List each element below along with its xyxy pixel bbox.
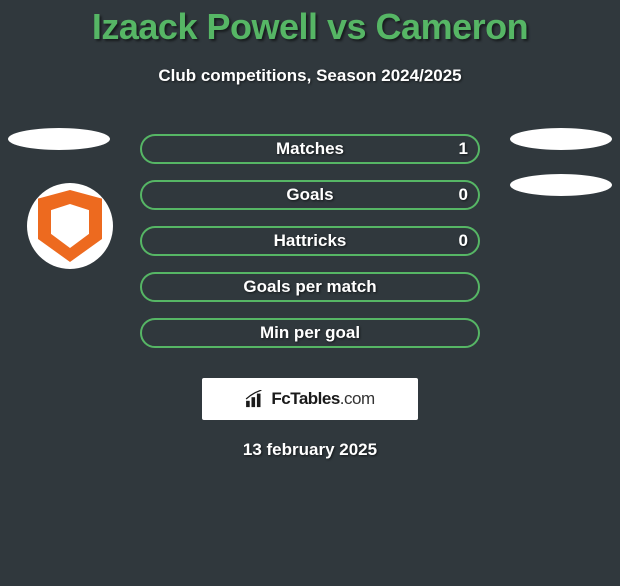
stat-label: Matches	[276, 139, 344, 159]
brand-attribution: FcTables.com	[202, 378, 418, 420]
bar-chart-icon	[245, 390, 267, 408]
player1-value-pill	[8, 128, 110, 150]
stat-label: Goals per match	[243, 277, 376, 297]
stat-bar: Min per goal	[140, 318, 480, 348]
player2-value-pill	[510, 174, 612, 196]
stat-label: Min per goal	[260, 323, 360, 343]
comparison-title: Izaack Powell vs Cameron	[0, 6, 620, 48]
stats-container: Matches 1 Goals 0 Hattricks 0 Goals per match M…	[0, 126, 620, 356]
stat-bar: Goals per match	[140, 272, 480, 302]
player2-value-pill	[510, 128, 612, 150]
brand-text-bold: FcTables	[271, 389, 339, 408]
brand-text-light: .com	[340, 389, 375, 408]
snapshot-date: 13 february 2025	[0, 440, 620, 460]
brand-text: FcTables.com	[271, 389, 374, 409]
stat-label: Hattricks	[274, 231, 347, 251]
stat-row: Goals 0	[0, 172, 620, 218]
stat-bar: Hattricks 0	[140, 226, 480, 256]
stat-value-right: 0	[459, 185, 468, 205]
stat-bar: Goals 0	[140, 180, 480, 210]
stat-label: Goals	[286, 185, 333, 205]
stat-row: Matches 1	[0, 126, 620, 172]
stat-row: Min per goal	[0, 310, 620, 356]
stat-value-right: 1	[459, 139, 468, 159]
stat-value-right: 0	[459, 231, 468, 251]
stat-row: Goals per match	[0, 264, 620, 310]
comparison-subtitle: Club competitions, Season 2024/2025	[0, 66, 620, 86]
stat-row: Hattricks 0	[0, 218, 620, 264]
stat-bar: Matches 1	[140, 134, 480, 164]
